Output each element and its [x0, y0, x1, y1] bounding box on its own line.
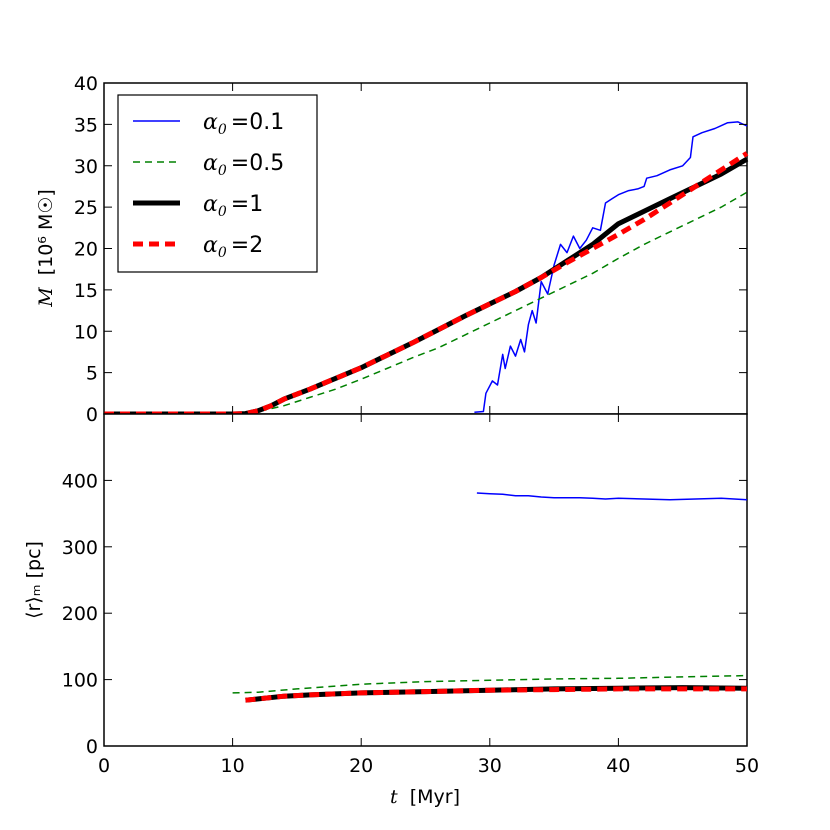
bottom-y-tick-label-1: 100	[62, 670, 98, 692]
x-tick-label-2: 20	[349, 755, 373, 777]
bottom-y-tick-label-0: 0	[86, 736, 98, 758]
bottom-y-tick-label-3: 300	[62, 537, 98, 559]
x-axis-symbol: t	[390, 786, 398, 808]
legend-label-1: α0 =0.5	[203, 151, 284, 179]
top-series-group	[104, 121, 749, 417]
x-tick-label-3: 30	[478, 755, 502, 777]
x-tick-label-0: 0	[98, 755, 110, 777]
x-tick-label-1: 10	[221, 755, 245, 777]
top-y-axis-label: M [10⁶ M☉]	[35, 189, 57, 308]
legend-items: α0 =0.1 α0 =0.5 α0 =1 α0 =2	[133, 110, 284, 261]
legend: α0 =0.1 α0 =0.5 α0 =1 α0 =2	[117, 94, 318, 273]
bottom-ticks-group: 0 100 200 300 400 0 10 20 30 40 50	[62, 414, 759, 777]
bottom-y-axis-label-group: ⟨r⟩ₘ [pc]	[23, 541, 45, 619]
top-y-axis-units: [10⁶ M☉]	[35, 189, 57, 275]
top-series-line-1	[104, 191, 748, 415]
top-y-tick-label-8: 40	[74, 73, 98, 95]
bottom-y-axis-label: ⟨r⟩ₘ [pc]	[23, 541, 45, 619]
bottom-plot-frame	[103, 413, 748, 747]
bottom-y-tick-label-2: 200	[62, 603, 98, 625]
x-axis-units: [Myr]	[410, 786, 460, 808]
bottom-series-line-0	[476, 492, 748, 501]
top-y-tick-label-4: 20	[74, 239, 98, 261]
top-y-tick-label-3: 15	[74, 280, 98, 302]
bottom-y-tick-label-4: 400	[62, 470, 98, 492]
x-tick-label-5: 50	[735, 755, 759, 777]
svg-text:M [10⁶ M☉]: M [10⁶ M☉]	[35, 189, 57, 308]
top-y-tick-label-5: 25	[74, 197, 98, 219]
top-y-axis-symbol: M	[35, 287, 57, 308]
legend-label-2: α0 =1	[203, 192, 263, 220]
top-series-line-0	[474, 121, 748, 414]
top-ticks-group: 0 5 10 15 20 25 30 35 40	[74, 73, 748, 426]
bottom-panel: 0 100 200 300 400 0 10 20 30 40 50 ⟨r⟩ₘ [pc] t [My…	[23, 413, 759, 808]
bottom-series-group	[232, 492, 748, 703]
top-y-tick-label-1: 5	[86, 363, 98, 385]
x-tick-label-4: 40	[606, 755, 630, 777]
top-y-tick-label-7: 35	[74, 114, 98, 136]
top-y-tick-label-2: 10	[74, 321, 98, 343]
bottom-series-line-3	[245, 686, 747, 703]
top-series-line-3	[104, 151, 749, 417]
top-y-tick-label-6: 30	[74, 156, 98, 178]
x-axis-label: t [Myr]	[390, 786, 460, 808]
top-y-tick-label-0: 0	[86, 404, 98, 426]
legend-label-3: α0 =2	[203, 233, 263, 261]
legend-label-0: α0 =0.1	[203, 110, 284, 138]
